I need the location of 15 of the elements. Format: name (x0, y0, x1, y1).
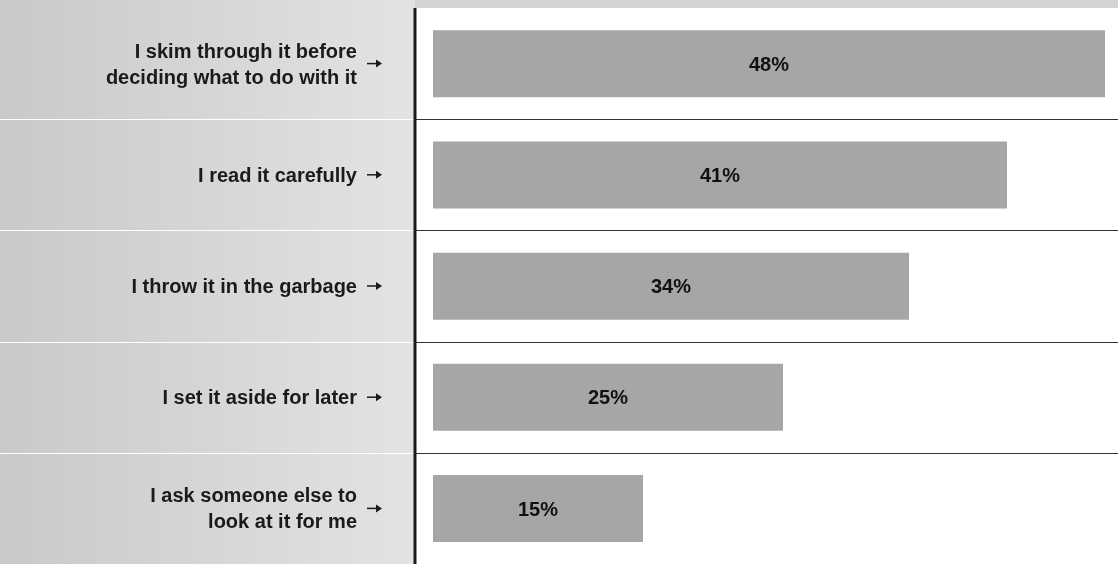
bar (433, 141, 1007, 209)
y-tick-label: I throw it in the garbage (131, 275, 357, 297)
y-tick-label: I read it carefully (198, 163, 358, 186)
data-label: 34% (650, 275, 692, 298)
bar (433, 30, 1105, 98)
y-tick-label: I set it aside for later (162, 386, 358, 409)
data-label: 48% (748, 52, 790, 75)
bar (433, 252, 909, 320)
data-label: 25% (587, 386, 629, 409)
bar (433, 475, 643, 543)
y-tick-label: I ask someone else to look at it for me (150, 484, 357, 533)
y-tick-label: I skim through it before deciding what to do with it (105, 39, 358, 88)
bar (433, 363, 783, 431)
data-label: 15% (517, 497, 559, 520)
data-label: 41% (699, 164, 741, 187)
